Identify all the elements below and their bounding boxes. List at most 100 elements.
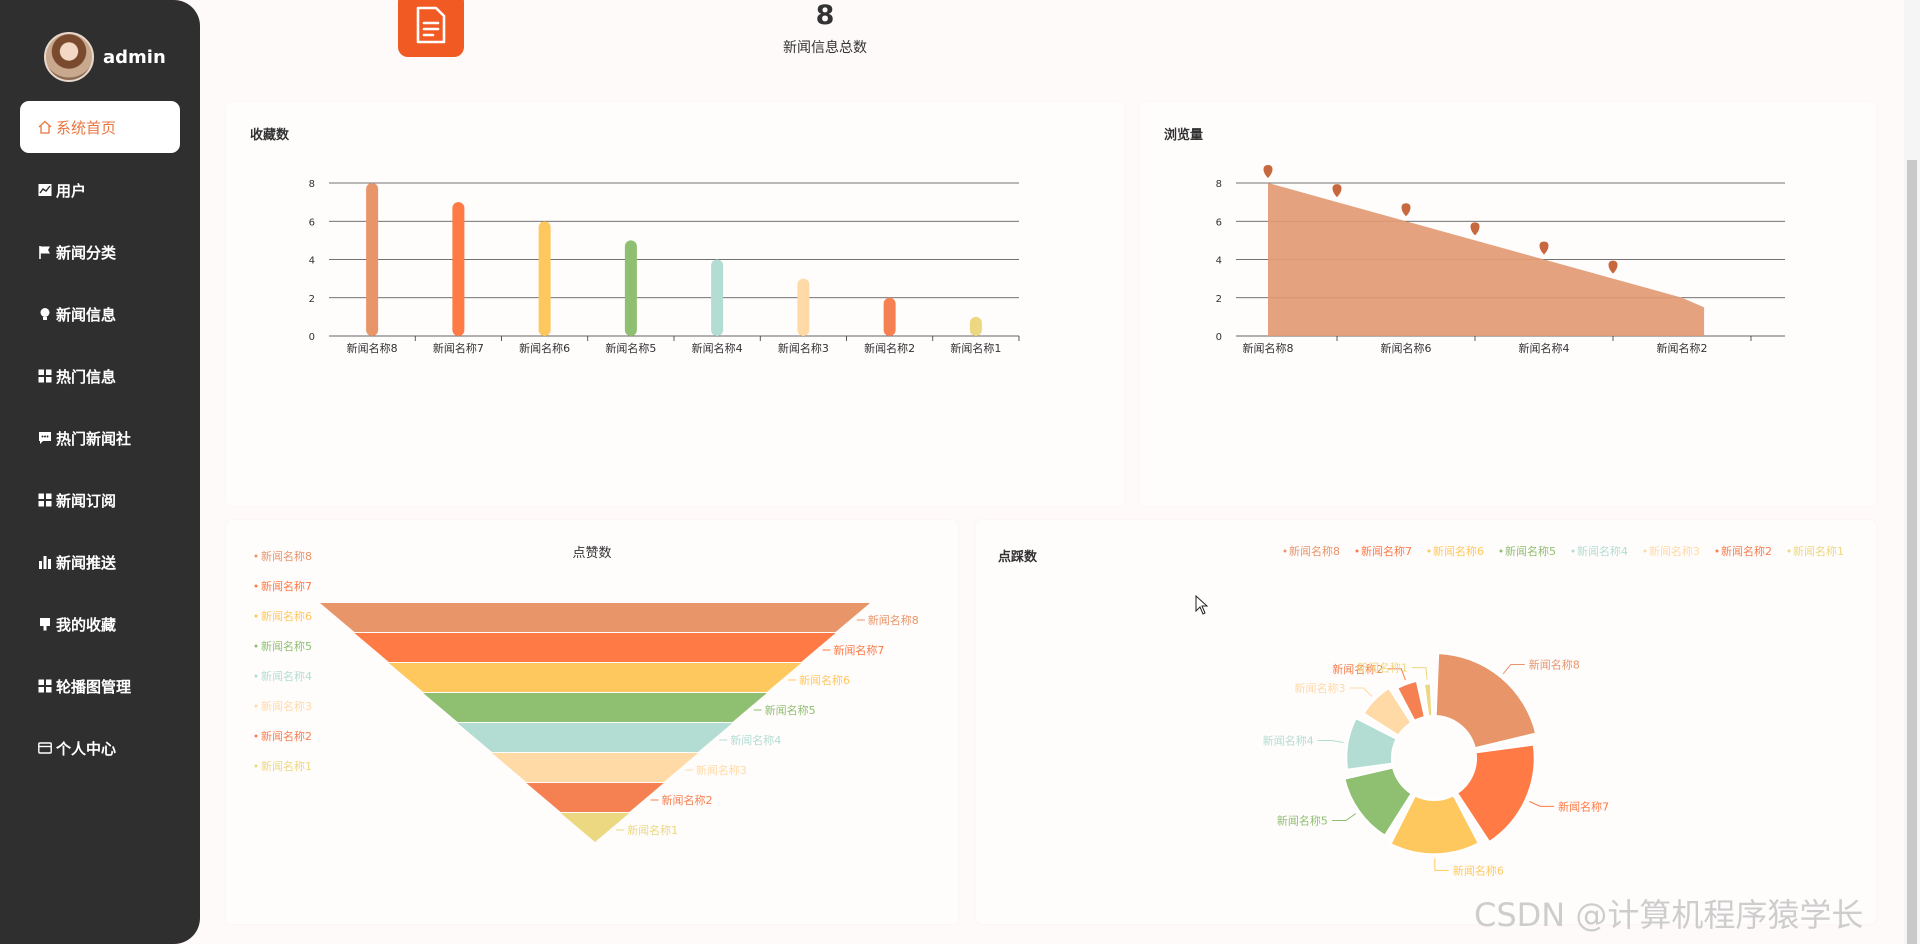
sidebar-item-news-info[interactable]: 新闻信息 bbox=[38, 299, 116, 329]
bulb-icon bbox=[38, 307, 52, 321]
chart-title: 收藏数 bbox=[250, 128, 290, 143]
legend-marker bbox=[254, 764, 258, 768]
sidebar-item-hot-info[interactable]: 热门信息 bbox=[38, 361, 116, 391]
rose-label-line bbox=[1331, 813, 1357, 822]
funnel-label: 新闻名称1 bbox=[627, 823, 678, 837]
rose-label: 新闻名称2 bbox=[1332, 662, 1383, 676]
legend-marker bbox=[254, 584, 258, 588]
rose-label-line bbox=[1502, 663, 1525, 675]
legend-marker bbox=[254, 704, 258, 708]
legend-marker bbox=[1427, 549, 1431, 553]
funnel-layer bbox=[388, 663, 802, 692]
legend-item: 新闻名称7 bbox=[261, 579, 312, 593]
watermark: CSDN @计算机程序猿学长 bbox=[1474, 896, 1864, 934]
y-tick-label: 4 bbox=[1216, 256, 1222, 267]
x-tick-label: 新闻名称8 bbox=[1243, 341, 1294, 355]
x-tick-label: 新闻名称7 bbox=[433, 341, 484, 355]
bar bbox=[452, 202, 465, 336]
card-icon bbox=[38, 741, 52, 755]
rose-slice bbox=[1345, 717, 1398, 771]
sidebar-item-users[interactable]: 用户 bbox=[38, 175, 86, 205]
legend-marker bbox=[1643, 549, 1647, 553]
funnel-label: 新闻名称3 bbox=[696, 763, 747, 777]
sidebar-item-carousel[interactable]: 轮播图管理 bbox=[38, 671, 131, 701]
funnel-label: 新闻名称2 bbox=[662, 793, 713, 807]
bar bbox=[366, 183, 379, 336]
stat-value: 8 bbox=[815, 0, 835, 31]
funnel-layer bbox=[457, 723, 733, 752]
views-area-chart: 0 2 4 6 8 新闻名称8 新闻名称6 新闻名称4 新闻名称2 bbox=[1216, 165, 1785, 355]
home-icon bbox=[38, 120, 52, 134]
x-tick-label: 新闻名称2 bbox=[1657, 341, 1708, 355]
avatar[interactable] bbox=[44, 32, 94, 82]
funnel-layer bbox=[491, 753, 699, 782]
legend-item: 新闻名称3 bbox=[1649, 544, 1700, 558]
y-tick-label: 4 bbox=[309, 256, 315, 267]
bar bbox=[883, 297, 896, 336]
legend-marker bbox=[1499, 549, 1503, 553]
legend-item: 新闻名称3 bbox=[261, 699, 312, 713]
legend-marker bbox=[1283, 549, 1287, 553]
sidebar-item-label: 热门信息 bbox=[56, 367, 117, 386]
page-scrollbar[interactable] bbox=[1904, 0, 1920, 944]
y-tick-label: 0 bbox=[309, 332, 315, 343]
y-tick-label: 6 bbox=[309, 217, 315, 228]
sidebar-item-news-category[interactable]: 新闻分类 bbox=[38, 237, 116, 267]
y-tick-label: 0 bbox=[1216, 332, 1222, 343]
legend-item: 新闻名称4 bbox=[261, 669, 312, 683]
sidebar-item-label: 热门新闻社 bbox=[56, 429, 132, 448]
legend-item: 新闻名称8 bbox=[1289, 544, 1340, 558]
chart-title: 点踩数 bbox=[998, 550, 1038, 565]
legend-item: 新闻名称4 bbox=[1577, 544, 1628, 558]
sidebar-item-label: 系统首页 bbox=[56, 118, 117, 137]
favorites-chart-card: 收藏数 0 2 4 6 8 新闻名称8 新闻名称7 新闻名称6 新闻名称5 新闻名称4 新闻名称3 新… bbox=[226, 102, 1124, 506]
x-tick-label: 新闻名称3 bbox=[778, 341, 829, 355]
bar bbox=[624, 240, 637, 336]
sidebar-item-hot-news-agency[interactable]: 热门新闻社 bbox=[38, 423, 131, 453]
legend-marker bbox=[254, 554, 258, 558]
area-series bbox=[1268, 183, 1705, 336]
data-point-pin bbox=[1263, 165, 1273, 178]
funnel-layer bbox=[526, 783, 664, 812]
rose-label-line bbox=[1317, 740, 1344, 744]
funnel-label: 新闻名称7 bbox=[833, 643, 884, 657]
legend-item: 新闻名称2 bbox=[1721, 544, 1772, 558]
bar bbox=[797, 278, 810, 336]
rose-label-line bbox=[1434, 858, 1449, 871]
message-icon bbox=[38, 431, 52, 445]
document-icon bbox=[398, 0, 464, 57]
funnel-layer bbox=[423, 693, 767, 722]
sidebar-item-news-push[interactable]: 新闻推送 bbox=[38, 547, 116, 577]
grid-icon bbox=[38, 493, 52, 507]
funnel-layer bbox=[354, 633, 836, 662]
funnel-layer bbox=[320, 603, 870, 632]
rose-label: 新闻名称7 bbox=[1558, 799, 1609, 813]
x-tick-label: 新闻名称6 bbox=[1381, 341, 1432, 355]
rose-slice bbox=[1396, 679, 1426, 722]
rose-label: 新闻名称8 bbox=[1529, 657, 1580, 671]
rose-label-line bbox=[1411, 667, 1428, 680]
legend-item: 新闻名称6 bbox=[261, 609, 312, 623]
chart-title: 点赞数 bbox=[572, 546, 612, 561]
x-tick-label: 新闻名称2 bbox=[864, 341, 915, 355]
funnel-label: 新闻名称6 bbox=[799, 673, 850, 687]
sidebar-item-home[interactable]: 系统首页 bbox=[20, 101, 180, 153]
rose-label-line bbox=[1349, 687, 1373, 697]
legend-marker bbox=[1787, 549, 1791, 553]
data-point-pin bbox=[1608, 260, 1618, 274]
flag-icon bbox=[38, 245, 52, 259]
sidebar-item-news-subscription[interactable]: 新闻订阅 bbox=[38, 485, 116, 515]
scrollbar-thumb[interactable] bbox=[1907, 160, 1917, 944]
y-tick-label: 2 bbox=[309, 294, 315, 305]
x-tick-label: 新闻名称8 bbox=[347, 341, 398, 355]
rose-slice bbox=[1422, 682, 1434, 718]
data-point-pin bbox=[1332, 184, 1342, 198]
sidebar-item-profile[interactable]: 个人中心 bbox=[38, 733, 116, 763]
sidebar-item-label: 个人中心 bbox=[56, 739, 117, 758]
bar bbox=[711, 259, 724, 336]
likes-funnel-chart: 新闻名称8 新闻名称7 新闻名称6 新闻名称5 新闻名称4 新闻名称3 新闻名称2 新闻名称1… bbox=[254, 549, 919, 842]
sidebar-item-my-favorites[interactable]: 我的收藏 bbox=[38, 609, 116, 639]
bar-chart-icon bbox=[38, 555, 52, 569]
x-tick-label: 新闻名称4 bbox=[692, 341, 743, 355]
favorites-bar-chart: 0 2 4 6 8 新闻名称8 新闻名称7 新闻名称6 新闻名称5 新闻名称4 新闻名称3 新闻名称2… bbox=[309, 179, 1020, 355]
